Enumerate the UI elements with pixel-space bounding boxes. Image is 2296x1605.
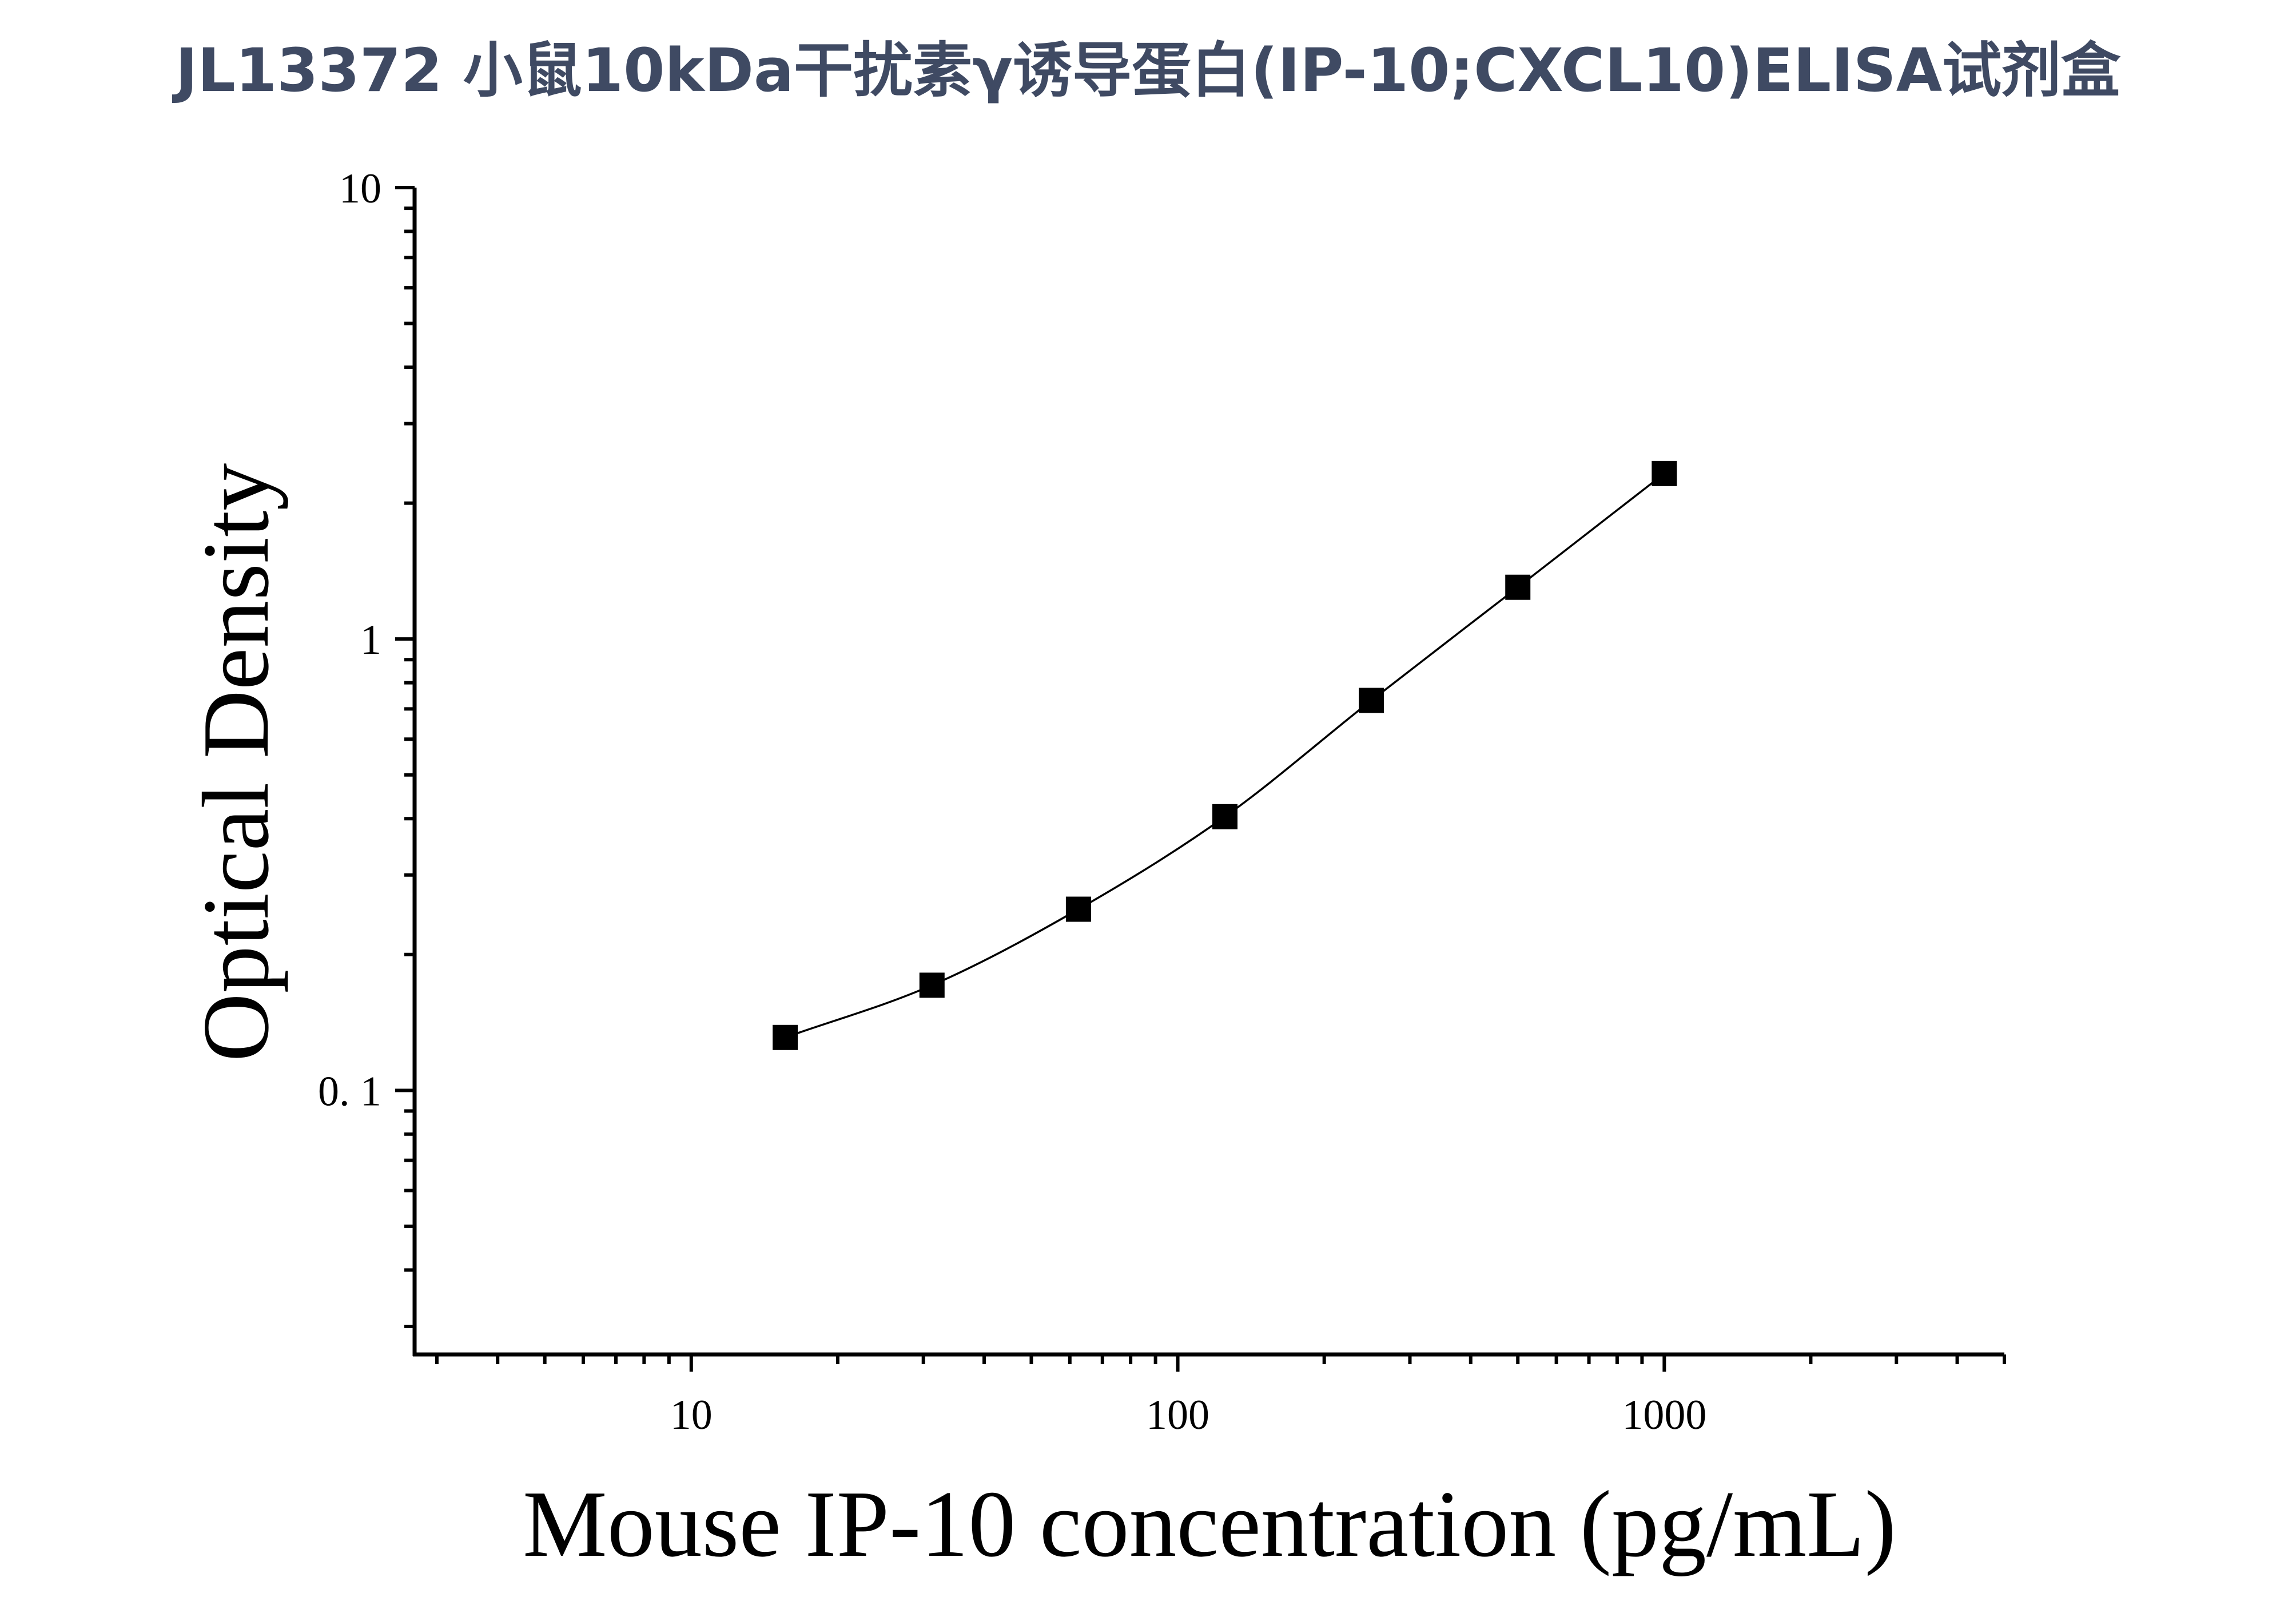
y-tick-label: 0. 1 xyxy=(318,1068,381,1115)
y-tick-label: 1 xyxy=(360,617,381,664)
chart-title: JL13372 小鼠10kDa干扰素γ诱导蛋白(IP-10;CXCL10)ELI… xyxy=(175,35,2121,105)
fit-curve xyxy=(785,472,1665,1039)
data-point xyxy=(1212,804,1238,829)
x-tick-label: 1000 xyxy=(1622,1392,1706,1439)
data-point xyxy=(1359,688,1384,713)
data-point xyxy=(919,972,945,998)
data-point xyxy=(773,1024,798,1050)
data-point xyxy=(1652,460,1677,486)
x-axis-ticks: 10 100 1000 xyxy=(435,1354,2006,1439)
x-axis-title: Mouse IP-10 concentration (pg/mL) xyxy=(523,1471,1896,1576)
axes xyxy=(412,188,2004,1357)
x-tick-label: 10 xyxy=(670,1392,713,1439)
fit-curve-group xyxy=(785,472,1665,1039)
y-tick-label: 10 xyxy=(339,165,381,212)
x-tick-label: 100 xyxy=(1146,1392,1209,1439)
y-axis-title: Optical Density xyxy=(183,463,288,1062)
data-point xyxy=(1505,574,1531,600)
data-points xyxy=(773,460,1677,1050)
y-axis-ticks: 0. 1 1 10 xyxy=(318,165,415,1328)
data-point xyxy=(1065,896,1091,922)
